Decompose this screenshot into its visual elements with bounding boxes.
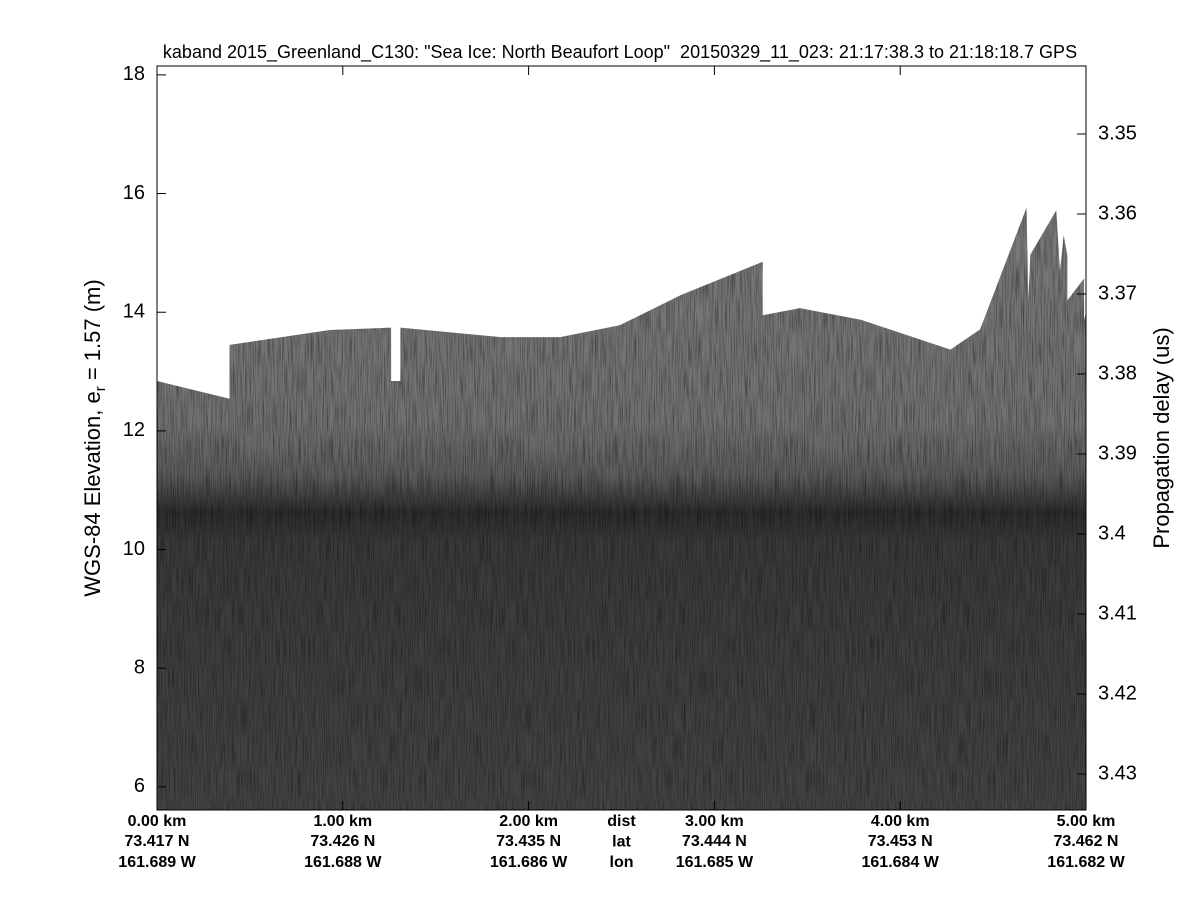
x-lat-label: 73.435 N [496, 833, 561, 850]
plot-frame [156, 65, 1087, 811]
x-lon-label: 161.686 W [490, 854, 568, 871]
echogram-texture [157, 207, 1086, 810]
x-tick-label: 3.00 km [685, 813, 744, 830]
y2-tick-label: 3.37 [1098, 282, 1137, 304]
y-label-text: WGS-84 Elevation, e [80, 391, 105, 596]
x-lon-label: 161.689 W [118, 854, 196, 871]
row-label: lat [612, 834, 631, 851]
y-label-sub: r [92, 386, 109, 391]
x-lat-label: 73.417 N [125, 833, 190, 850]
y2-tick-label: 3.39 [1098, 442, 1137, 464]
x-tick-label: 2.00 km [499, 813, 558, 830]
x-tick-label: 5.00 km [1057, 813, 1116, 830]
x-tick-label: 4.00 km [871, 813, 930, 830]
y-tick-label: 16 [123, 182, 145, 204]
y-tick-label: 8 [134, 656, 145, 678]
x-lon-label: 161.685 W [676, 854, 754, 871]
x-lon-label: 161.684 W [862, 854, 940, 871]
y2-tick-label: 3.41 [1098, 602, 1137, 624]
row-label: dist [607, 813, 636, 830]
y2-axis-label: Propagation delay (us) [1149, 327, 1174, 548]
x-lat-label: 73.444 N [682, 833, 747, 850]
row-label: lon [610, 854, 634, 871]
y-axis-label: WGS-84 Elevation, er = 1.57 (m) [80, 279, 109, 596]
chart-title: kaband 2015_Greenland_C130: "Sea Ice: No… [163, 42, 1077, 63]
y2-tick-label: 3.4 [1098, 522, 1126, 544]
x-lon-label: 161.682 W [1047, 854, 1125, 871]
x-lat-label: 73.426 N [310, 833, 375, 850]
y-tick-label: 18 [123, 63, 145, 85]
x-lon-label: 161.688 W [304, 854, 382, 871]
y2-tick-label: 3.38 [1098, 362, 1137, 384]
y-tick-label: 6 [134, 775, 145, 797]
x-lat-label: 73.453 N [868, 833, 933, 850]
y-tick-label: 12 [123, 419, 145, 441]
y2-tick-label: 3.36 [1098, 202, 1137, 224]
y2-tick-label: 3.35 [1098, 122, 1137, 144]
x-tick-label: 1.00 km [313, 813, 372, 830]
y2-tick-label: 3.43 [1098, 762, 1137, 784]
noise [157, 207, 1086, 810]
y-tick-label: 14 [123, 301, 145, 323]
y-tick-label: 10 [123, 538, 145, 560]
x-tick-label: 0.00 km [128, 813, 187, 830]
x-lat-label: 73.462 N [1054, 833, 1119, 850]
y-label-rest: = 1.57 (m) [80, 279, 105, 386]
y2-tick-label: 3.42 [1098, 682, 1137, 704]
